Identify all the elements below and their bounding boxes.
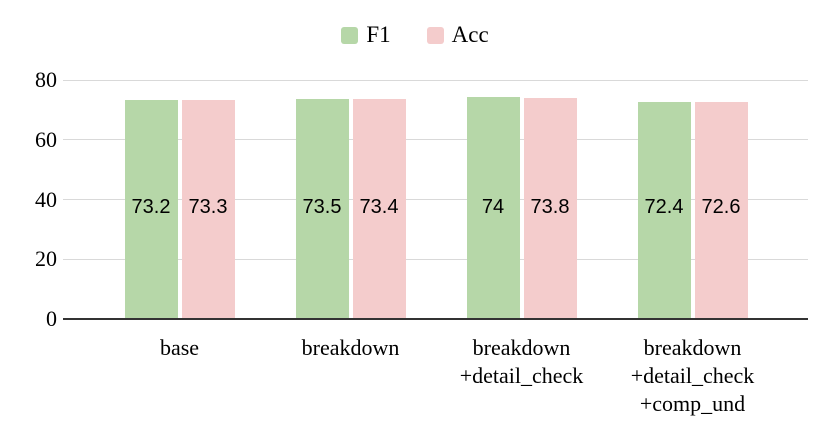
bar-value-label-acc-3: 72.6 [701, 196, 741, 218]
gridline-y20 [63, 258, 808, 260]
x-axis-category-label-1: breakdown [301, 335, 400, 360]
legend-swatch-acc [426, 26, 444, 44]
bar-value-label-f1-0: 73.2 [131, 196, 171, 218]
y-axis-tick-label: 20 [35, 246, 57, 272]
bar-acc-3 [694, 101, 748, 319]
bar-acc-1 [352, 99, 406, 319]
legend-item-f1: F1 [341, 22, 391, 48]
y-axis-tick-label: 0 [46, 306, 57, 331]
x-axis-category-label-2: breakdown +detail_check [459, 335, 584, 388]
gridline-y80 [63, 79, 808, 81]
gridline-y60 [63, 139, 808, 141]
bar-value-label-f1-2: 74 [481, 196, 505, 218]
bar-f1-2 [466, 97, 520, 319]
gridline-y40 [63, 199, 808, 200]
legend-swatch-f1 [341, 26, 359, 44]
bar-value-label-f1-1: 73.5 [302, 196, 342, 218]
legend-label-acc: Acc [451, 22, 489, 47]
bar-value-label-acc-1: 73.4 [359, 196, 399, 218]
bar-acc-2 [523, 98, 577, 319]
legend-label-f1: F1 [366, 22, 391, 47]
y-axis-tick-label: 40 [35, 186, 57, 212]
bar-value-label-acc-0: 73.3 [188, 196, 228, 218]
x-axis-category-label-0: base [159, 335, 200, 360]
bar-f1-3 [637, 102, 691, 319]
bar-value-label-f1-3: 72.4 [644, 196, 684, 218]
y-axis-tick-label: 80 [35, 67, 57, 92]
y-axis-tick-label: 60 [35, 126, 57, 152]
x-axis-line [63, 317, 808, 320]
bar-f1-1 [295, 98, 349, 319]
x-axis-category-label-3: breakdown +detail_check +comp_und [630, 335, 755, 416]
legend-item-acc: Acc [426, 22, 489, 48]
bar-f1-0 [124, 99, 178, 319]
bar-acc-0 [181, 99, 235, 319]
bar-value-label-acc-2: 73.8 [530, 196, 570, 218]
chart-legend: F1 Acc [0, 22, 830, 48]
